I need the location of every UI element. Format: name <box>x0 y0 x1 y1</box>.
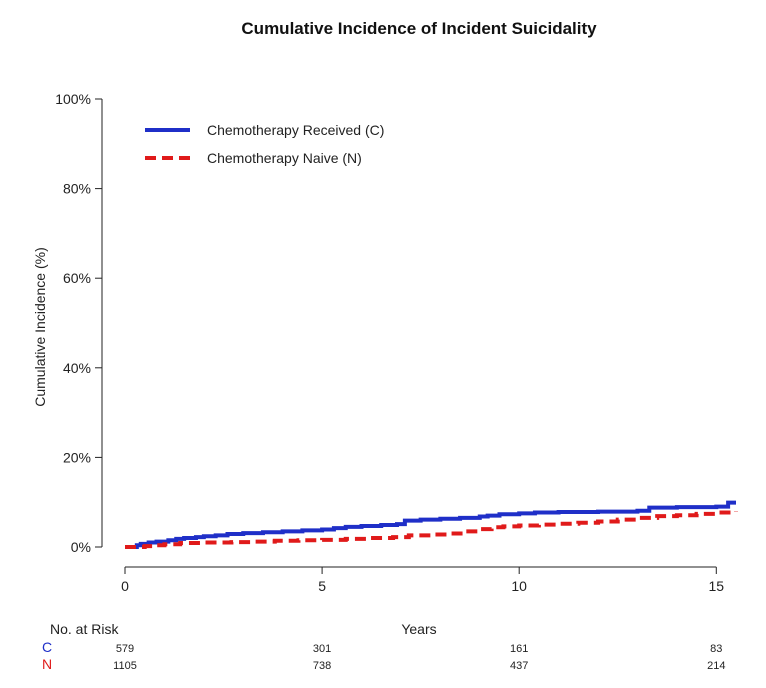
y-axis-label: Cumulative Incidence (%) <box>32 247 48 407</box>
risk-count: 161 <box>510 643 528 655</box>
legend: Chemotherapy Received (C) Chemotherapy Na… <box>145 122 384 166</box>
series-layer <box>125 500 738 549</box>
legend-label: Chemotherapy Naive (N) <box>207 150 362 166</box>
legend-label: Chemotherapy Received (C) <box>207 122 384 138</box>
risk-row-label: C <box>42 639 52 655</box>
y-tick-label: 100% <box>55 91 91 107</box>
risk-count: 83 <box>710 643 722 655</box>
series-line-chemotherapy-received <box>125 500 736 549</box>
x-axis: 0 5 10 15 <box>121 566 725 594</box>
series-line-chemotherapy-naive <box>125 510 738 549</box>
x-tick-label: 0 <box>121 578 129 594</box>
y-tick-label: 60% <box>63 270 91 286</box>
x-tick-label: 15 <box>709 578 725 594</box>
risk-count: 437 <box>510 660 528 672</box>
y-tick-label: 40% <box>63 360 91 376</box>
x-axis-label: Years <box>401 621 436 637</box>
y-axis: 0% 20% 40% 60% 80% 100% <box>55 91 103 555</box>
risk-count: 738 <box>313 660 331 672</box>
y-tick-label: 80% <box>63 181 91 197</box>
x-tick-label: 10 <box>511 578 527 594</box>
risk-table: C 579 301 161 83 N 1105 738 437 214 <box>42 639 725 672</box>
risk-table-header: No. at Risk <box>50 621 119 637</box>
risk-row-label: N <box>42 656 52 672</box>
risk-count: 579 <box>116 643 134 655</box>
y-tick-label: 20% <box>63 449 91 465</box>
risk-count: 301 <box>313 643 331 655</box>
risk-count: 214 <box>707 660 725 672</box>
chart-title: Cumulative Incidence of Incident Suicida… <box>241 19 597 38</box>
x-tick-label: 5 <box>318 578 326 594</box>
risk-count: 1105 <box>113 660 137 672</box>
y-tick-label: 0% <box>71 539 91 555</box>
